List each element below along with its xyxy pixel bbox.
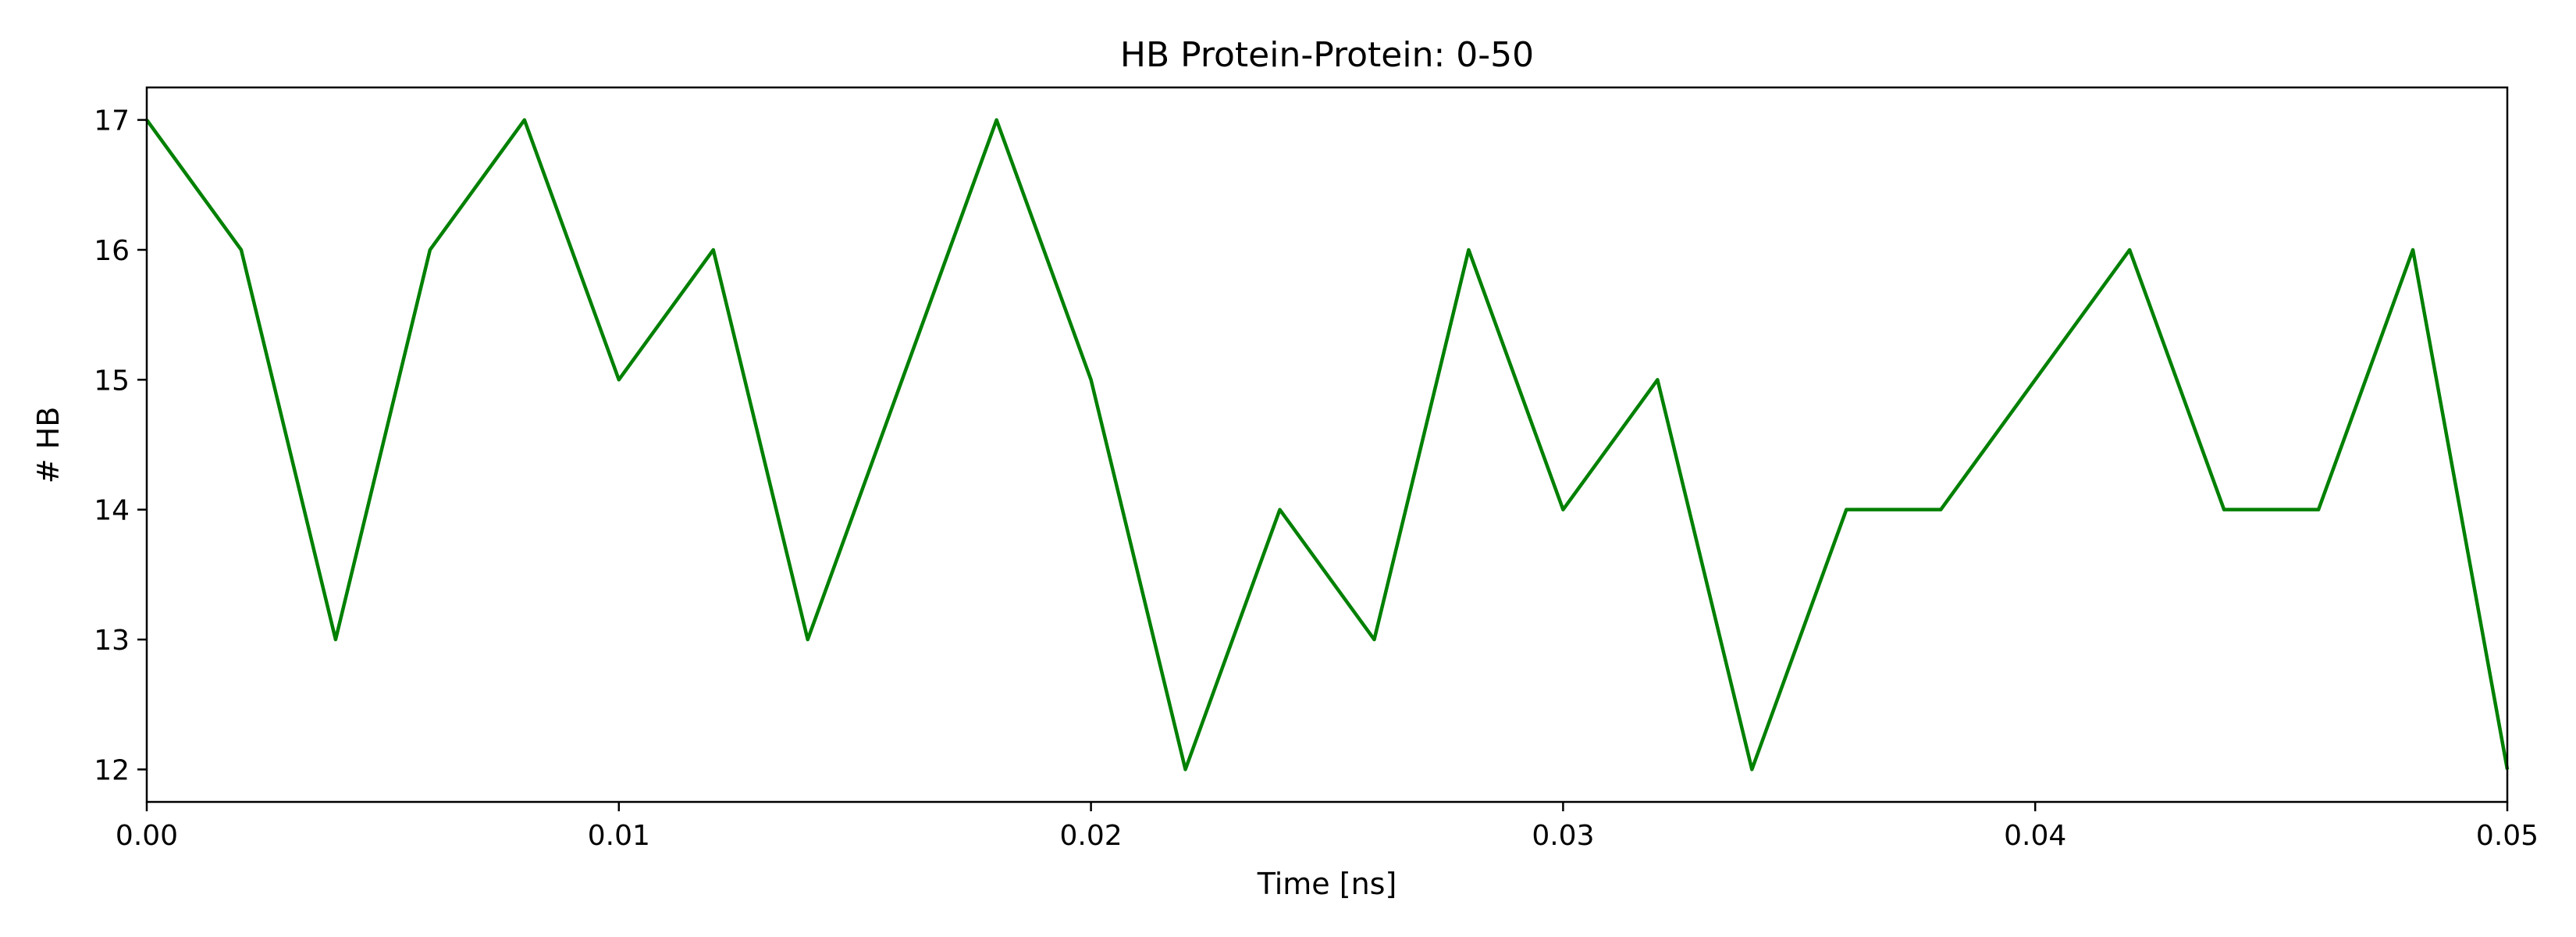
x-tick-label: 0.03 — [1532, 820, 1594, 852]
y-tick-label: 16 — [94, 235, 130, 267]
y-tick-label: 15 — [94, 365, 130, 397]
plot-area — [145, 86, 2510, 803]
y-tick-label: 14 — [94, 495, 130, 527]
y-axis-ticks: 12 13 14 15 16 17 — [94, 105, 147, 786]
axes-frame — [145, 86, 2509, 803]
y-tick-label: 12 — [94, 754, 130, 786]
y-tick-label: 17 — [94, 105, 130, 137]
y-tick-label: 13 — [94, 625, 130, 657]
series-layer — [145, 118, 2510, 771]
y-axis-label: # HB — [31, 407, 66, 484]
x-axis-ticks: 0.00 0.01 0.02 0.03 0.04 0.05 — [116, 802, 2539, 852]
chart-title: HB Protein-Protein: 0-50 — [1120, 35, 1534, 75]
x-tick-label: 0.05 — [2476, 820, 2539, 852]
x-axis-label: Time [ns] — [1257, 867, 1397, 901]
x-tick-label: 0.04 — [2004, 820, 2066, 852]
x-tick-label: 0.00 — [116, 820, 178, 852]
x-tick-label: 0.01 — [588, 820, 650, 852]
x-tick-label: 0.02 — [1060, 820, 1123, 852]
series-line-0 — [145, 118, 2510, 771]
